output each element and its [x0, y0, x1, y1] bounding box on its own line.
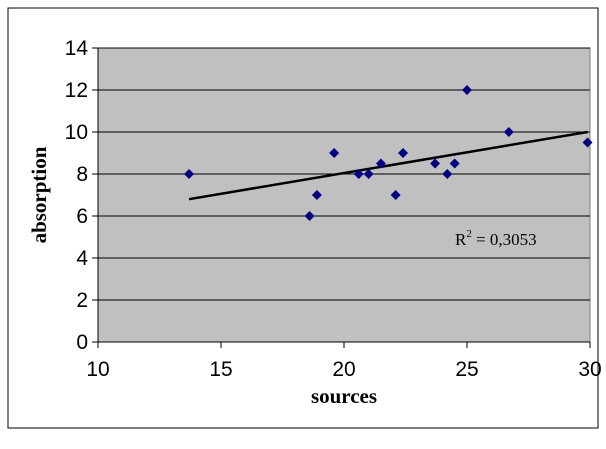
y-tick-label: 6	[76, 205, 88, 228]
data-point	[329, 148, 340, 158]
y-tick-label: 12	[65, 79, 88, 102]
r-squared-prefix: R	[455, 230, 467, 249]
data-point	[311, 190, 322, 200]
data-point	[363, 169, 374, 179]
data-point	[582, 137, 593, 148]
r-squared-superscript: 2	[466, 228, 472, 240]
data-point	[449, 158, 460, 169]
data-point	[353, 169, 364, 179]
x-tick-label: 10	[86, 358, 109, 381]
tick-labels: 0 2 4 6 8 10 12 14 10 15 20 25 30	[65, 37, 602, 381]
y-tick-label: 2	[76, 289, 88, 312]
trendline	[188, 130, 588, 201]
data-point	[390, 190, 401, 200]
r-squared-label: R2 = 0,3053	[455, 228, 537, 249]
data-point	[430, 158, 441, 169]
y-tick-label: 10	[65, 121, 88, 144]
r-squared-value: = 0,3053	[472, 230, 537, 249]
trendline-layer	[188, 130, 588, 201]
y-tick-label: 4	[76, 247, 88, 270]
x-tick-label: 30	[578, 358, 601, 381]
axes	[92, 47, 591, 348]
x-tick-label: 20	[332, 358, 355, 381]
x-tick-label: 25	[455, 358, 478, 381]
y-tick-label: 0	[76, 331, 88, 354]
data-point	[442, 169, 453, 179]
y-tick-label: 14	[65, 37, 89, 60]
y-axis-title: absorption	[27, 146, 51, 243]
x-tick-label: 15	[209, 358, 232, 381]
data-point	[304, 211, 315, 221]
data-point	[503, 127, 514, 137]
data-points	[184, 85, 593, 221]
data-point	[375, 158, 386, 169]
data-point	[398, 148, 409, 158]
plot-area	[97, 47, 591, 343]
data-point	[184, 169, 195, 179]
x-axis-title: sources	[311, 384, 377, 408]
data-point	[462, 85, 472, 95]
y-tick-label: 8	[76, 163, 88, 186]
